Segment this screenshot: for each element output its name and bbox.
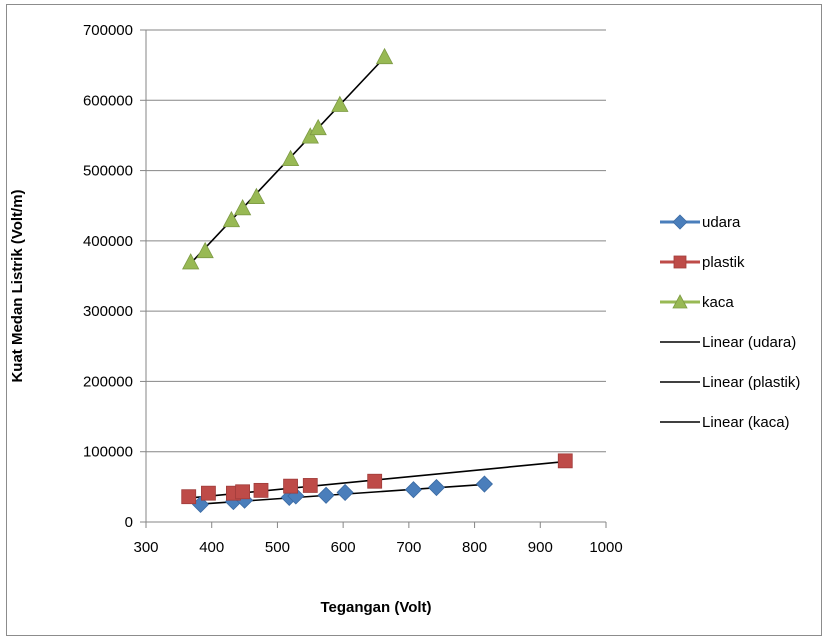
- x-tick-label: 500: [265, 539, 290, 556]
- y-tick-label: 300000: [83, 303, 133, 320]
- chart-frame: [6, 4, 822, 636]
- x-tick-label: 700: [396, 539, 421, 556]
- y-tick-label: 700000: [83, 22, 133, 39]
- data-point-plastik: [367, 473, 383, 489]
- y-tick-label: 100000: [83, 444, 133, 461]
- grid-lines: [146, 29, 606, 453]
- data-point-kaca: [375, 47, 394, 65]
- data-point-plastik: [235, 484, 251, 500]
- y-axis-title: Kuat Medan Listrik (Volt/m): [9, 189, 26, 382]
- data-point-udara: [427, 478, 446, 497]
- data-marks: [181, 47, 573, 513]
- y-tick-label: 0: [125, 514, 133, 531]
- legend: udara plastik kaca Linear (udara) Linear (pl…: [660, 214, 800, 431]
- x-tick-label: 800: [462, 539, 487, 556]
- legend-label: plastik: [702, 254, 745, 271]
- legend-label: kaca: [702, 294, 734, 311]
- legend-label: Linear (udara): [702, 334, 796, 351]
- y-tick-label: 200000: [83, 373, 133, 390]
- data-point-plastik: [283, 478, 298, 494]
- y-tick-label: 400000: [83, 233, 133, 250]
- x-axis-title: Tegangan (Volt): [320, 599, 431, 616]
- data-point-kaca: [331, 95, 349, 112]
- legend-label: Linear (plastik): [702, 374, 800, 391]
- legend-marker-plastik: [673, 255, 687, 269]
- legend-marker-udara: [672, 214, 688, 230]
- data-point-plastik: [181, 489, 197, 505]
- data-point-kaca: [222, 210, 241, 228]
- x-tick-label: 900: [528, 539, 553, 556]
- data-point-kaca: [233, 198, 252, 216]
- data-point-udara: [404, 481, 423, 499]
- data-point-kaca: [281, 149, 300, 167]
- data-point-kaca: [196, 241, 214, 259]
- data-point-plastik: [302, 478, 318, 493]
- legend-label: Linear (kaca): [702, 414, 790, 431]
- data-point-kaca: [182, 253, 200, 270]
- x-tick-label: 300: [133, 539, 158, 556]
- data-point-kaca: [309, 118, 327, 136]
- x-tick-label: 600: [331, 539, 356, 556]
- data-point-udara: [475, 475, 493, 493]
- legend-label: udara: [702, 214, 741, 231]
- axes: 0 100000 200000 300000 400000 500000 600000 700…: [83, 22, 623, 556]
- x-tick-label: 1000: [589, 539, 622, 556]
- legend-marker-kaca: [672, 294, 688, 309]
- trendlines: [188, 56, 566, 505]
- data-point-kaca: [247, 187, 266, 204]
- y-tick-label: 500000: [83, 163, 133, 180]
- data-point-plastik: [253, 482, 269, 498]
- data-point-udara: [317, 486, 335, 504]
- data-point-plastik: [557, 453, 573, 469]
- data-point-plastik: [201, 485, 216, 501]
- data-point-kaca: [301, 127, 319, 144]
- y-tick-label: 600000: [83, 92, 133, 109]
- x-tick-label: 400: [199, 539, 224, 556]
- data-point-udara: [336, 483, 354, 502]
